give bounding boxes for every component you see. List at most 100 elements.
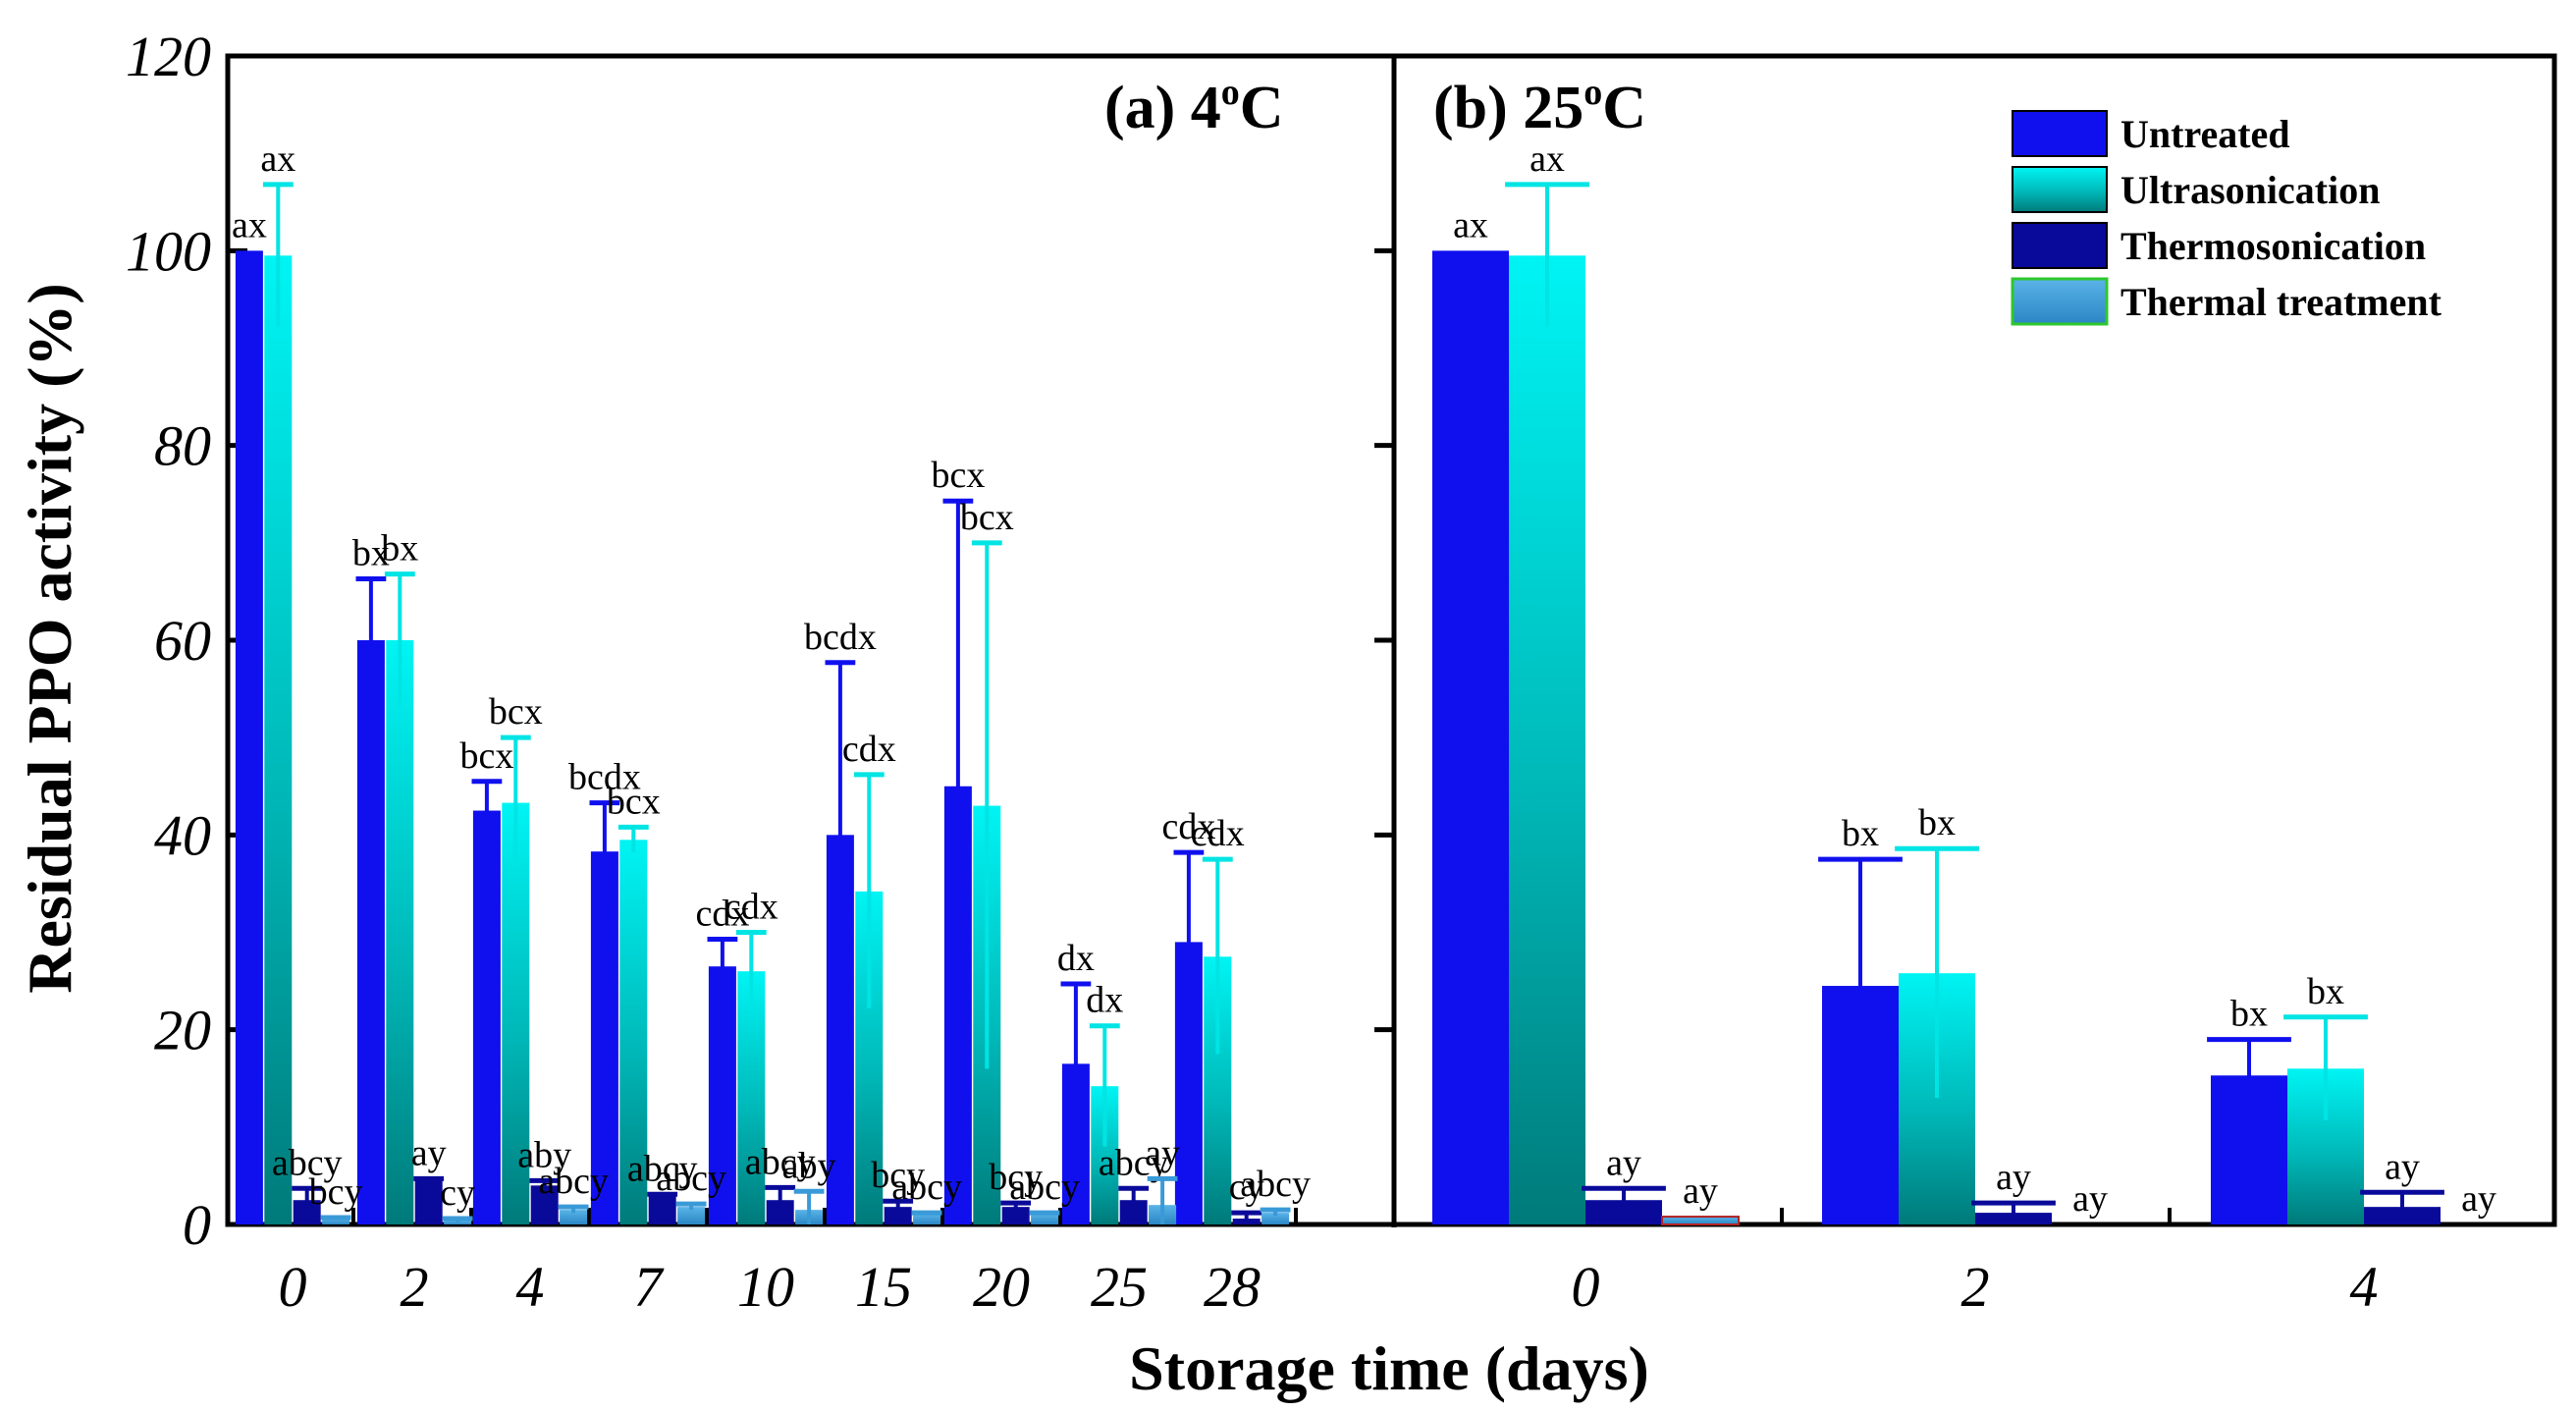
- x-tick-label: 10: [737, 1255, 794, 1319]
- data-label: bx: [381, 528, 418, 570]
- data-label: bcx: [489, 691, 543, 733]
- data-label: ax: [1530, 138, 1565, 180]
- bar: [235, 250, 263, 1225]
- data-label: bcy: [309, 1171, 363, 1213]
- bar: [1031, 1214, 1059, 1224]
- x-tick-label: 15: [855, 1255, 912, 1319]
- data-label: ay: [1683, 1170, 1718, 1212]
- data-label: abcy: [1009, 1167, 1080, 1208]
- data-label: cdx: [1161, 806, 1215, 847]
- bar: [322, 1219, 350, 1224]
- data-label: abcy: [538, 1161, 609, 1202]
- panel-a: 0 2 4 7 10 15 20 25 28axbxbcxbcdxcdxbcdxbcxdxcdx…: [232, 138, 1311, 1319]
- bar: [590, 851, 618, 1224]
- bar: [708, 966, 736, 1224]
- bar: [356, 640, 385, 1224]
- y-tick-label: 100: [126, 219, 211, 283]
- data-label: aby: [517, 1134, 571, 1175]
- bar: [502, 802, 530, 1224]
- legend-swatch-thermosonication: [2012, 222, 2108, 269]
- data-label: ax: [260, 138, 295, 180]
- data-label: abcy: [1240, 1164, 1311, 1205]
- legend-label-untreated: Untreated: [2120, 112, 2290, 156]
- data-label: bx: [1842, 813, 1879, 854]
- data-label: ay: [1145, 1132, 1180, 1173]
- bar: [677, 1207, 706, 1224]
- data-label: dx: [1057, 938, 1095, 979]
- data-label: cdx: [1191, 813, 1245, 854]
- data-label: bx: [1918, 802, 1956, 843]
- x-tick-label: 4: [516, 1255, 545, 1319]
- x-tick-label: 0: [1572, 1255, 1600, 1319]
- x-axis-title: Storage time (days): [1129, 1333, 1649, 1403]
- legend: Untreated Ultrasonication Thermosonicati…: [2011, 110, 2442, 326]
- x-tick-label: 28: [1204, 1255, 1261, 1319]
- data-label: abcy: [745, 1141, 816, 1182]
- bar: [414, 1180, 443, 1224]
- bar: [386, 640, 414, 1224]
- bar: [648, 1195, 676, 1224]
- legend-swatch-thermal-treatment: [2011, 277, 2109, 326]
- data-label: abcy: [272, 1142, 343, 1183]
- data-label: bx: [2230, 994, 2268, 1035]
- y-tick-label: 20: [154, 999, 211, 1062]
- data-label: ax: [1453, 204, 1488, 245]
- x-tick-label: 2: [401, 1255, 429, 1319]
- y-tick-label: 120: [126, 25, 211, 88]
- data-label: abcy: [891, 1167, 962, 1208]
- data-label: bx: [352, 533, 390, 574]
- x-tick-label: 0: [279, 1255, 307, 1319]
- data-label: ay: [2461, 1178, 2496, 1220]
- bar: [619, 840, 648, 1224]
- bar: [530, 1185, 559, 1224]
- y-tick-label: 40: [154, 803, 211, 867]
- data-label: dx: [1086, 980, 1123, 1021]
- x-tick-label: 4: [2350, 1255, 2379, 1319]
- bar: [913, 1214, 941, 1224]
- x-tick-label: 20: [973, 1255, 1030, 1319]
- bars-layer: 0 2 4 7 10 15 20 25 28axbxbcxbcdxcdxbcdxbcxdxcdx…: [232, 138, 2496, 1319]
- legend-label-ultrasonication: Ultrasonication: [2120, 168, 2380, 212]
- bar: [1432, 250, 1509, 1225]
- y-axis-title: Residual PPO activity (%): [15, 283, 84, 993]
- y-tick-label: 80: [154, 414, 211, 478]
- legend-swatch-ultrasonication: [2012, 166, 2108, 213]
- legend-label-thermosonication: Thermosonication: [2120, 224, 2426, 268]
- data-label: ay: [1996, 1157, 2031, 1198]
- x-tick-label: 2: [1961, 1255, 1990, 1319]
- bar: [1261, 1213, 1290, 1224]
- data-label: cy: [1229, 1167, 1264, 1208]
- data-label: abcy: [656, 1158, 726, 1199]
- bar: [472, 810, 501, 1224]
- data-label: abcy: [627, 1148, 698, 1189]
- y-tick-label: 0: [183, 1193, 211, 1257]
- bar: [264, 255, 293, 1225]
- data-label: cdx: [724, 887, 778, 928]
- data-label: cdx: [695, 893, 749, 934]
- y-tick-label: 60: [154, 609, 211, 673]
- data-label: ax: [232, 204, 267, 245]
- data-label: bcx: [931, 455, 985, 496]
- legend-label-thermal-treatment: Thermal treatment: [2120, 280, 2442, 324]
- data-label: bcdx: [804, 617, 877, 658]
- x-tick-label: 25: [1091, 1255, 1148, 1319]
- data-label: aby: [782, 1145, 836, 1186]
- data-label: bx: [2307, 971, 2344, 1012]
- data-label: ay: [411, 1132, 447, 1173]
- panel-a-title: (a) 4oC: [1104, 72, 1284, 141]
- legend-swatch-untreated: [2012, 110, 2108, 157]
- bar: [560, 1210, 588, 1224]
- data-label: ay: [1606, 1142, 1641, 1183]
- data-label: ay: [2385, 1146, 2420, 1187]
- data-label: ay: [2072, 1178, 2108, 1220]
- data-label: bcx: [459, 735, 513, 777]
- bar: [1001, 1207, 1030, 1224]
- bar: [884, 1207, 912, 1224]
- data-label: bcy: [989, 1157, 1043, 1198]
- data-label: bcx: [960, 497, 1014, 538]
- data-label: bcx: [607, 781, 661, 822]
- data-label: bcy: [871, 1155, 925, 1196]
- bar: [1509, 255, 1585, 1225]
